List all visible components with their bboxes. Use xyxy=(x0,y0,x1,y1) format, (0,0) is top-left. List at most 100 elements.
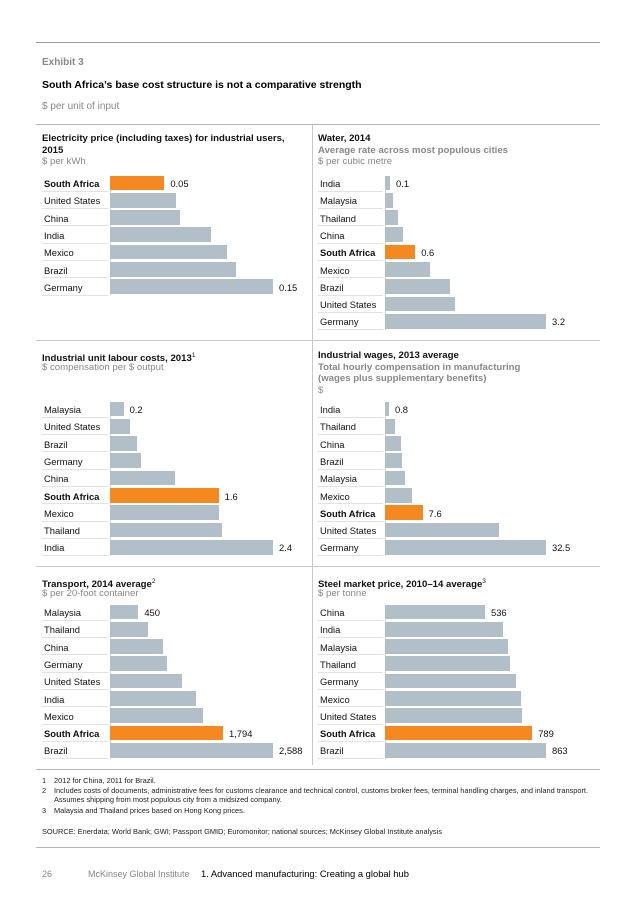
chart-3-row-separator xyxy=(318,416,383,418)
chart-3-bar xyxy=(385,401,389,417)
chart-5-category-label: South Africa xyxy=(320,728,376,740)
chart-5-title-line-0: Steel market price, 2010–14 average3 xyxy=(318,578,486,591)
chart-4-row-separator xyxy=(42,758,108,760)
chart-4-bar xyxy=(110,742,273,758)
chart-1-category-label: United States xyxy=(320,299,377,311)
chart-5-row-separator xyxy=(318,619,383,621)
chart-3-subtitle-line-1: (wages plus supplementary benefits) xyxy=(318,373,487,384)
chart-5-bar xyxy=(385,673,516,689)
chart-0-bar xyxy=(110,244,228,260)
chart-1-row-separator xyxy=(318,277,383,279)
chart-0-category-label: India xyxy=(44,229,65,241)
publisher-name: McKinsey Global Institute xyxy=(88,869,190,879)
chart-3-bar xyxy=(385,539,546,555)
chart-5-category-label: Brazil xyxy=(320,745,344,757)
chart-2-row-separator xyxy=(42,503,108,505)
chart-1-category-label: Brazil xyxy=(320,281,344,293)
chart-0-title-line-1: 2015 xyxy=(42,144,64,156)
chart-2-bar xyxy=(110,418,131,434)
panel-divider-row2 xyxy=(36,566,600,567)
chart-2-title-line-0: Industrial unit labour costs, 20131 xyxy=(42,352,196,365)
chart-4-bar xyxy=(110,656,167,672)
chart-4-value-label: 2,588 xyxy=(279,745,303,757)
footnote-rule xyxy=(36,769,600,770)
chart-2-bar xyxy=(110,453,141,469)
chart-0-value-label: 0.15 xyxy=(279,281,298,293)
chart-3-row-separator xyxy=(318,537,383,539)
chart-0-title-line-0: Electricity price (including taxes) for … xyxy=(42,133,285,144)
chart-1-bar xyxy=(385,227,403,243)
chart-1-bar xyxy=(385,210,398,225)
chart-1-category-label: Thailand xyxy=(320,212,356,224)
chart-2-row-separator xyxy=(42,486,108,487)
chart-3-category-label: Brazil xyxy=(320,455,344,467)
chart-1-row-separator xyxy=(318,294,383,296)
chart-2-bar xyxy=(110,539,273,555)
chart-5-value-label: 863 xyxy=(552,745,568,757)
chart-1-row-separator xyxy=(318,329,383,331)
chart-1-category-label: South Africa xyxy=(320,247,376,259)
chart-4-row-separator xyxy=(42,619,108,621)
chart-4-value-label: 450 xyxy=(144,607,160,618)
chart-0-category-label: Brazil xyxy=(44,264,68,276)
chart-4-row-separator xyxy=(42,723,108,725)
chart-0-value-label: 0.05 xyxy=(170,178,189,189)
chart-3-row-separator xyxy=(318,520,383,522)
chart-0-bar xyxy=(110,192,177,208)
chart-1-row-separator xyxy=(318,190,383,192)
chart-5-row-separator xyxy=(318,706,383,708)
chart-2-bar xyxy=(110,470,175,486)
chart-1-bar xyxy=(385,262,431,277)
chart-2-value-label: 0.2 xyxy=(129,404,143,415)
chart-4-value-label: 1,794 xyxy=(228,728,253,740)
chart-0-bar xyxy=(110,262,237,277)
chart-2-row-separator xyxy=(42,468,108,470)
chart-5-value-label: 789 xyxy=(538,728,554,740)
chart-4-row-separator xyxy=(42,654,108,656)
footnote-1-number: 1 xyxy=(42,776,47,785)
chart-3-category-label: Germany xyxy=(320,542,359,554)
chart-1-category-label: Malaysia xyxy=(320,195,357,207)
chart-1-row-separator xyxy=(318,242,383,244)
chart-2-title-footnote-ref: 1 xyxy=(191,352,196,359)
chart-5-category-label: Germany xyxy=(320,676,359,688)
chart-5-bar xyxy=(385,656,510,672)
chart-2-bar xyxy=(110,505,219,521)
chart-2-category-label: Brazil xyxy=(44,438,68,450)
chart-1-title-line-0: Water, 2014 xyxy=(318,133,371,144)
chart-5-row-separator xyxy=(318,637,383,639)
chart-5-category-label: China xyxy=(320,607,345,618)
chart-2-unit: $ compensation per $ output xyxy=(42,361,164,373)
chart-3-value-label: 0.8 xyxy=(394,404,408,415)
chart-1-subtitle-line-0: Average rate across most populous cities xyxy=(318,144,508,156)
chart-4-bar xyxy=(110,691,197,706)
chart-1-unit: $ per cubic metre xyxy=(318,156,393,167)
chart-2-category-label: Mexico xyxy=(44,507,74,519)
chart-0-bar xyxy=(110,227,212,243)
chart-3-bar xyxy=(385,453,402,469)
chart-4-row-separator xyxy=(42,740,108,742)
chart-5-category-label: Thailand xyxy=(320,658,356,670)
chart-5-row-separator xyxy=(318,758,383,760)
chart-4-category-label: China xyxy=(44,641,69,653)
chart-2-bar xyxy=(110,401,124,417)
chart-4-title-line-0: Transport, 2014 average2 xyxy=(42,578,156,591)
chart-4-category-label: Germany xyxy=(44,658,83,670)
chart-1-row-separator xyxy=(318,311,383,313)
chart-5-row-separator xyxy=(318,671,383,673)
chart-3-value-label: 7.6 xyxy=(428,507,442,519)
chart-4-row-separator xyxy=(42,671,108,673)
chart-0-row-separator xyxy=(42,242,108,244)
chart-2-category-label: Germany xyxy=(44,455,83,467)
chart-0-unit: $ per kWh xyxy=(42,156,86,167)
chart-2-row-separator xyxy=(42,434,108,436)
chart-5-category-label: Mexico xyxy=(320,693,350,705)
chart-5-category-label: India xyxy=(320,624,341,636)
chart-1-bar xyxy=(385,244,416,260)
chart-5-row-separator xyxy=(318,740,383,742)
chart-0-category-label: China xyxy=(44,212,69,224)
chart-4-unit: $ per 20-foot container xyxy=(42,587,139,599)
chart-1-bar xyxy=(385,296,456,312)
chart-5-title-footnote-ref: 3 xyxy=(482,578,486,585)
chart-5-row-separator xyxy=(318,654,383,656)
